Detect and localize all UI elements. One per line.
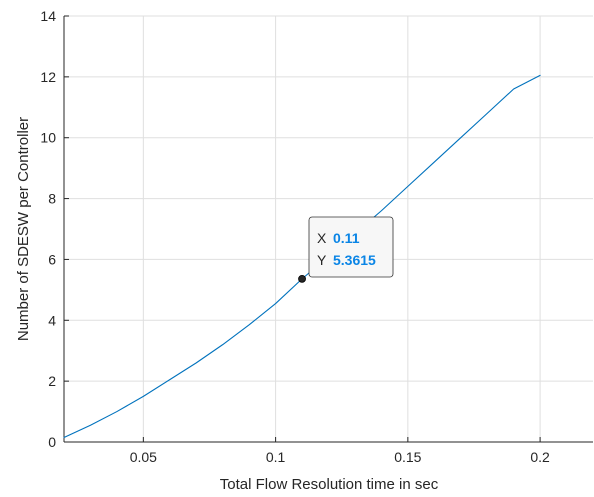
axes <box>63 15 593 443</box>
y-tick-label: 10 <box>40 130 56 146</box>
y-tick-label: 6 <box>48 251 56 267</box>
y-axis-label: Number of SDESW per Controller <box>15 117 32 341</box>
x-axis-label: Total Flow Resolution time in sec <box>220 476 439 493</box>
datatip-marker <box>298 274 306 283</box>
tick-labels: 0.05 0.1 0.15 0.2 0 2 4 6 8 10 12 14 <box>40 8 550 465</box>
x-tick-label: 0.2 <box>530 449 550 465</box>
datatip-box <box>308 216 394 278</box>
x-tick-label: 0.1 <box>266 449 286 465</box>
series-layer <box>63 74 541 438</box>
y-tick-label: 2 <box>48 373 56 389</box>
y-tick-label: 0 <box>48 434 56 450</box>
y-tick-label: 8 <box>48 191 56 207</box>
y-tick-label: 4 <box>48 312 56 328</box>
datatip-x-value: 0.11 <box>333 230 360 246</box>
series-line <box>63 74 541 438</box>
y-tick-label: 14 <box>40 8 56 24</box>
x-tick-label: 0.15 <box>394 449 421 465</box>
datatip-y-key: Y <box>317 252 327 268</box>
y-tick-label: 12 <box>40 69 56 85</box>
datatip-x-key: X <box>317 230 327 246</box>
x-tick-label: 0.05 <box>130 449 157 465</box>
datatip-y-value: 5.3615 <box>333 252 376 268</box>
datatip[interactable]: X 0.11 Y 5.3615 <box>298 216 394 283</box>
